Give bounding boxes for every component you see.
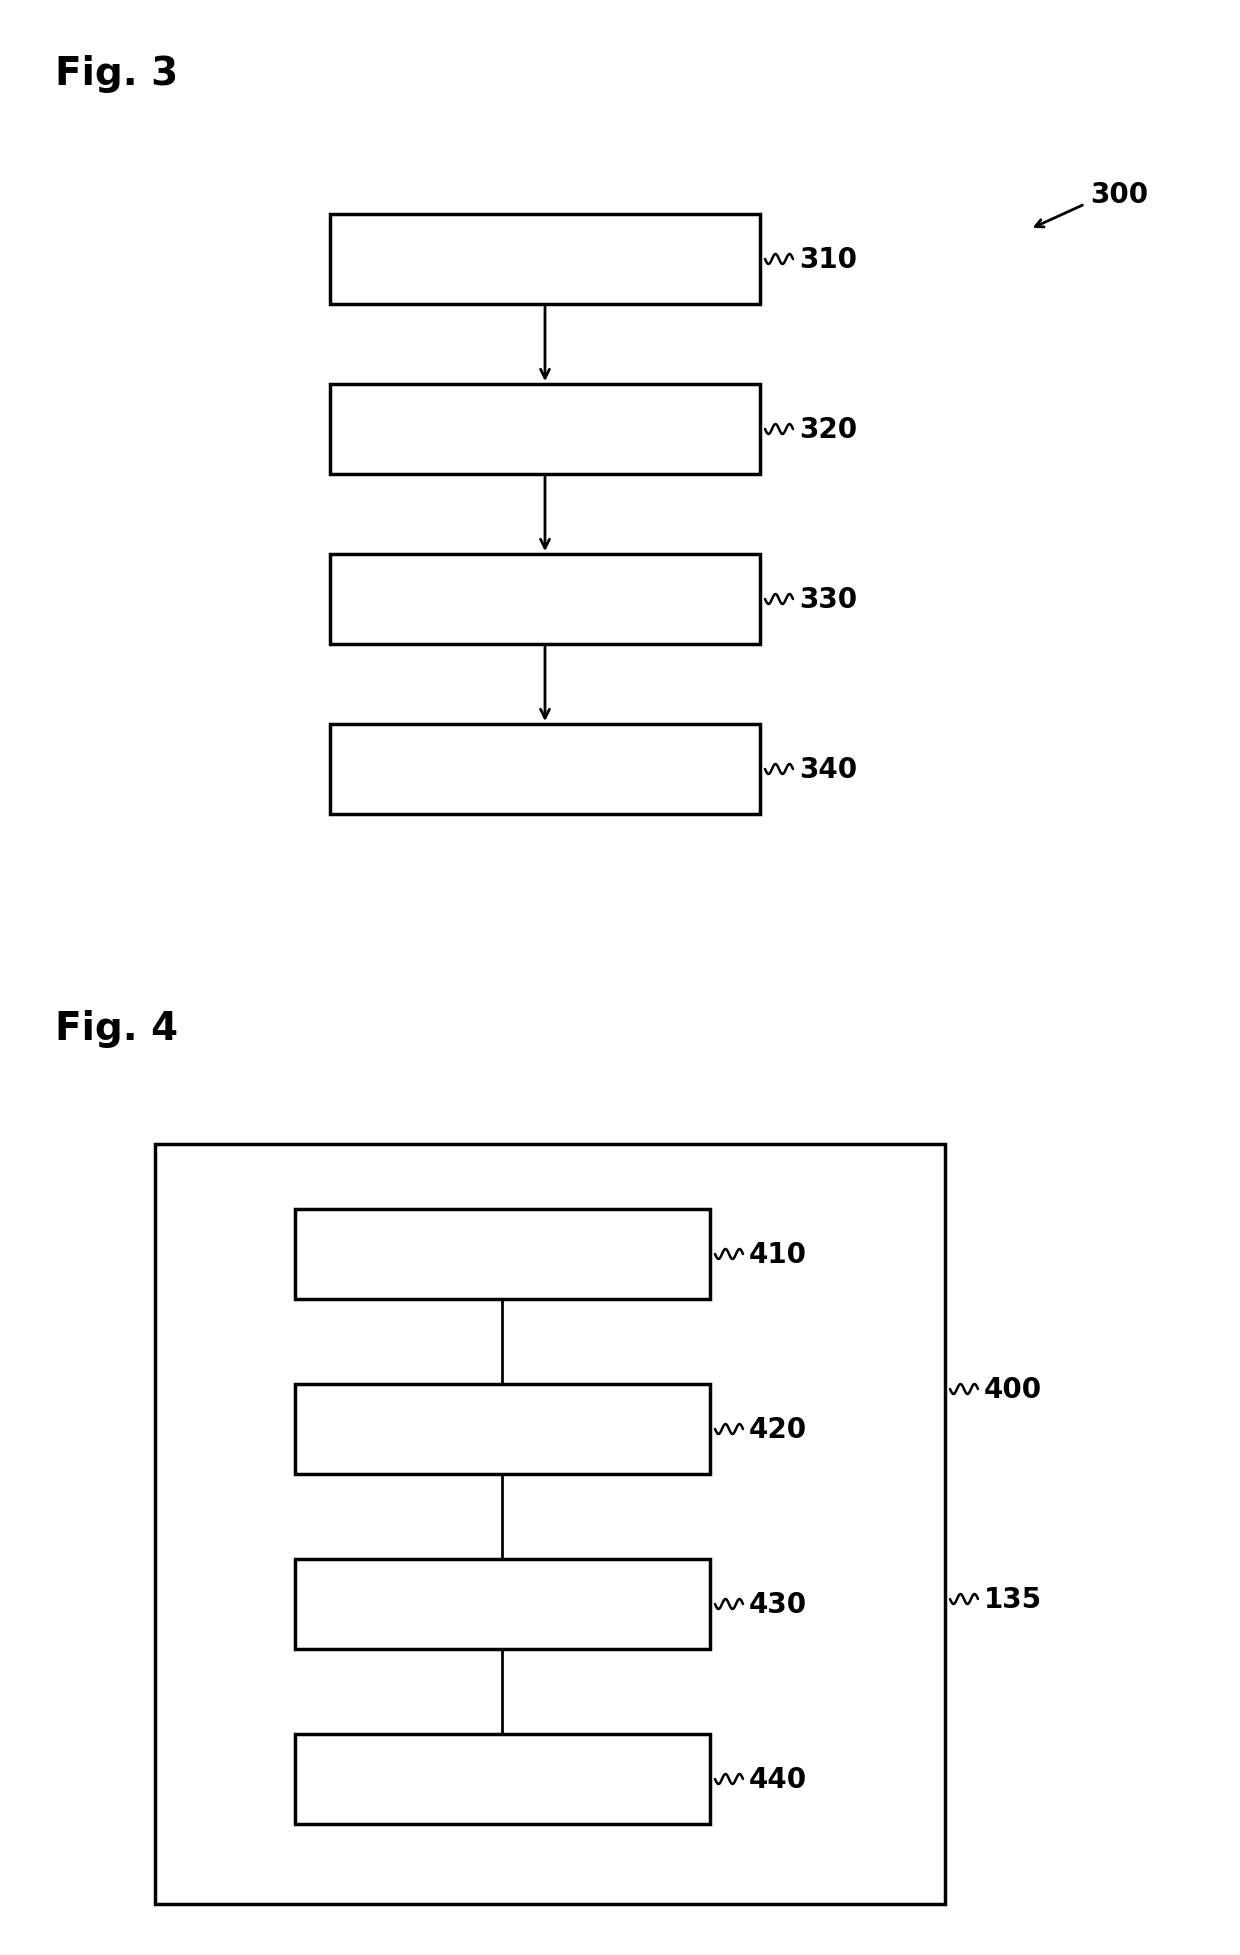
Text: 300: 300 [1090,182,1148,209]
Text: Fig. 3: Fig. 3 [55,55,179,94]
Bar [330,725,760,815]
Bar [330,215,760,305]
Text: 410: 410 [749,1239,807,1269]
Bar [295,1560,711,1650]
Bar [155,1144,945,1904]
Text: 400: 400 [985,1374,1042,1404]
Text: Fig. 4: Fig. 4 [55,1009,179,1048]
Bar [330,555,760,645]
Text: 420: 420 [749,1415,807,1443]
Bar [295,1384,711,1474]
Bar [330,385,760,475]
Text: 310: 310 [799,246,857,274]
Text: 320: 320 [799,416,857,444]
Text: 330: 330 [799,586,857,614]
Text: 440: 440 [749,1765,807,1793]
Text: 135: 135 [985,1586,1042,1613]
Bar [295,1210,711,1300]
Bar [295,1734,711,1824]
Text: 340: 340 [799,757,857,784]
Text: 430: 430 [749,1589,807,1619]
